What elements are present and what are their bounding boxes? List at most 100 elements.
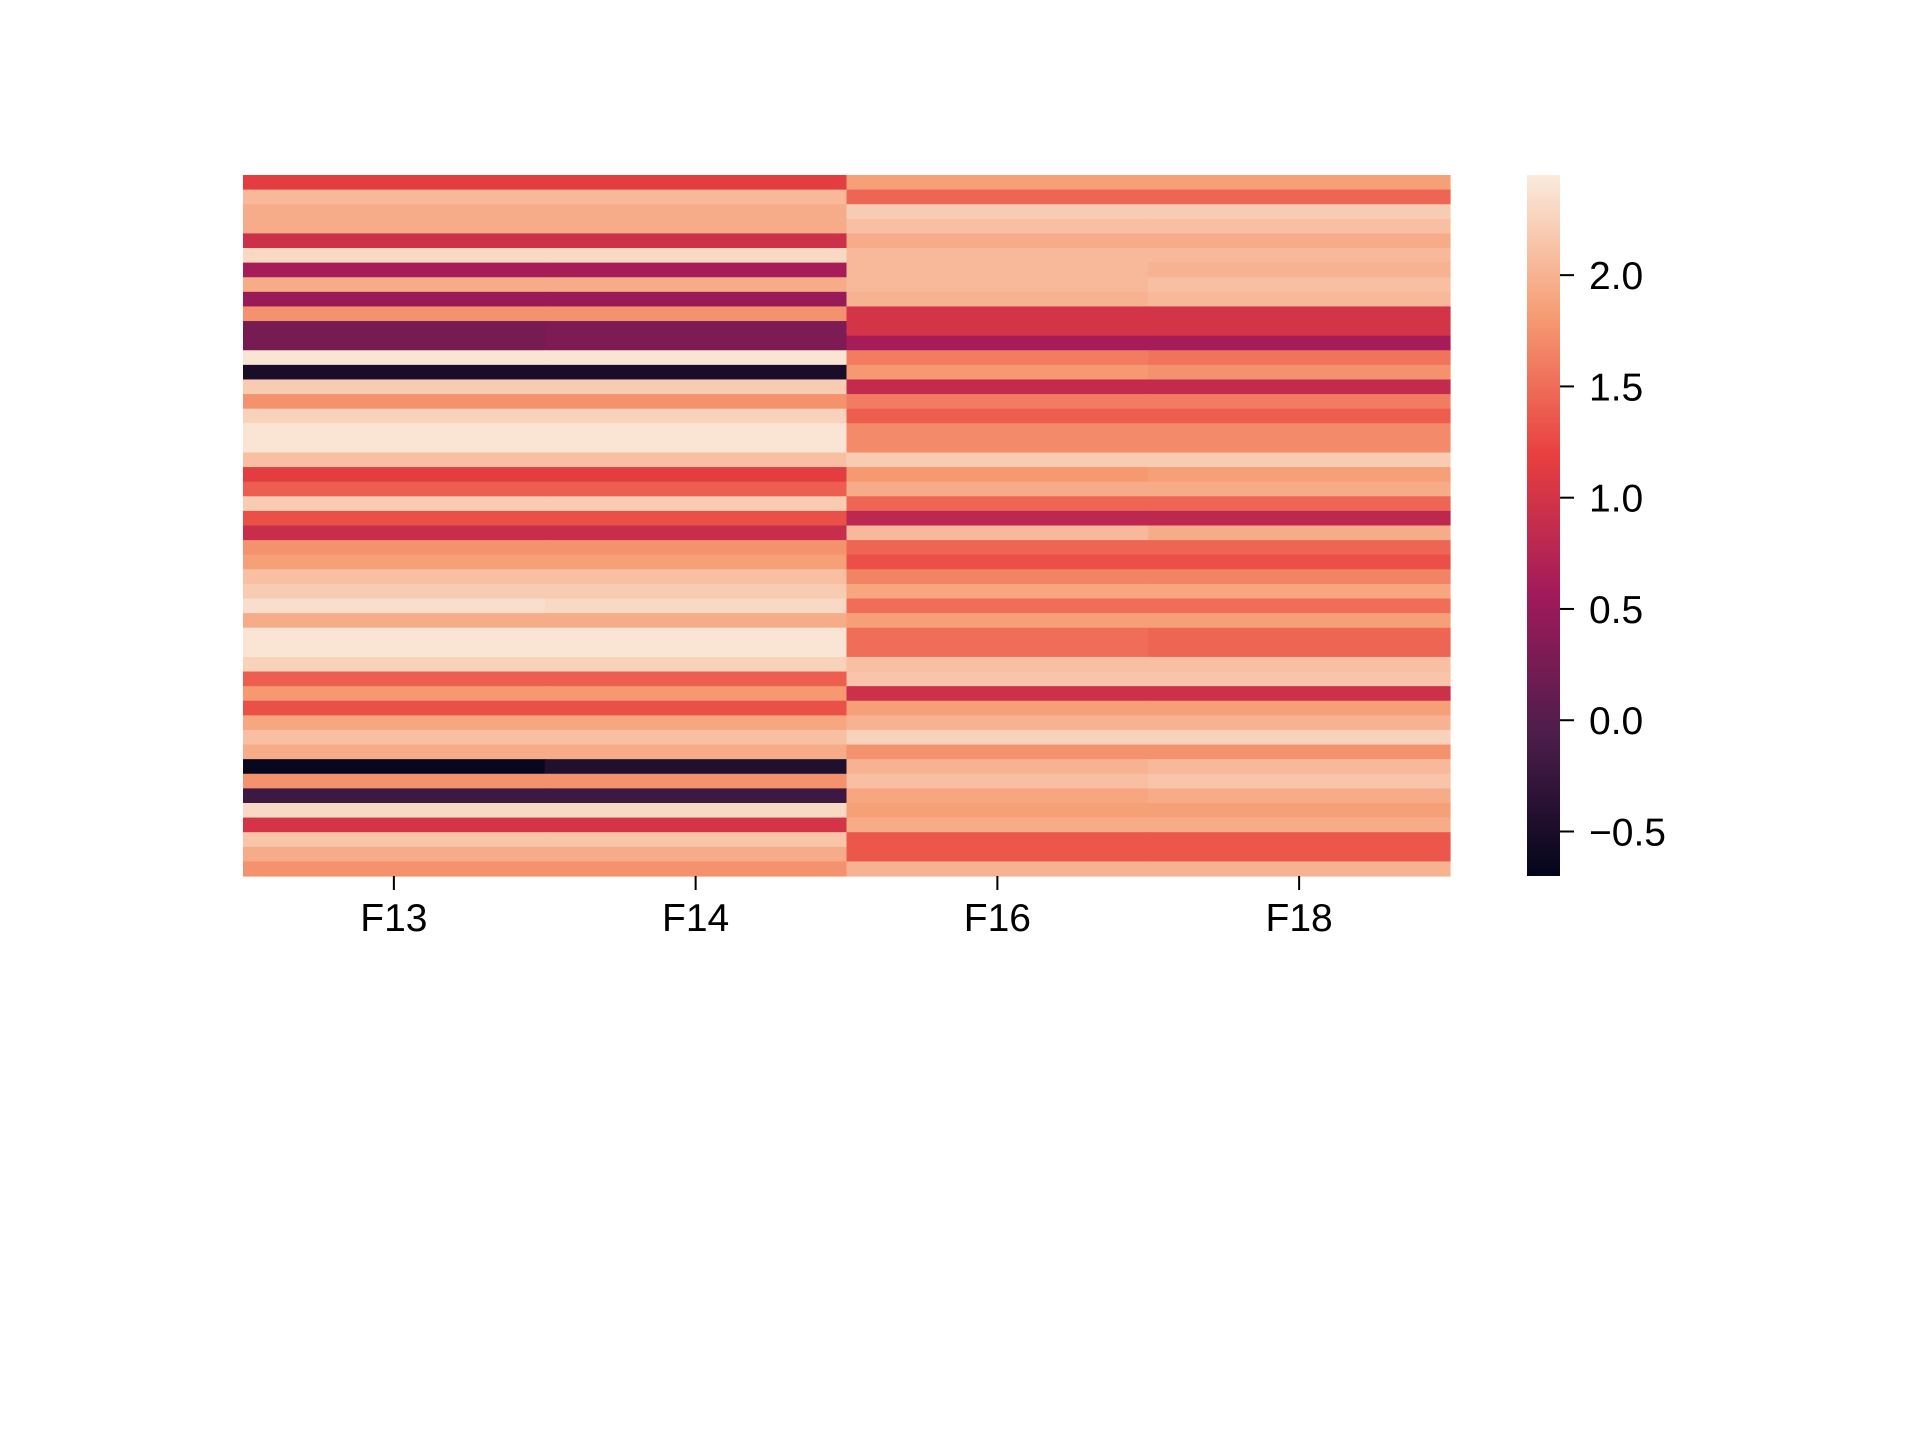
- heatmap-cell: [846, 467, 1149, 483]
- heatmap-cell: [243, 715, 546, 731]
- heatmap-cell: [243, 321, 546, 337]
- heatmap-cell: [846, 832, 1149, 848]
- heatmap-cell: [544, 613, 848, 629]
- heatmap-cell: [544, 729, 848, 746]
- heatmap-cell: [1148, 233, 1451, 249]
- heatmap-cell: [544, 788, 848, 804]
- heatmap-cell: [243, 832, 546, 848]
- heatmap-cell: [846, 613, 1149, 629]
- heatmap-cell: [1148, 189, 1451, 205]
- heatmap-cell: [846, 583, 1149, 600]
- heatmap-cell: [1148, 408, 1451, 424]
- heatmap-cell: [1148, 613, 1451, 629]
- heatmap-cell: [243, 540, 546, 556]
- colorbar-tick-label: 0.0: [1589, 700, 1643, 743]
- heatmap-cell: [544, 423, 848, 439]
- heatmap-cell: [544, 394, 848, 410]
- heatmap-cell: [544, 379, 848, 395]
- heatmap-cell: [544, 715, 848, 731]
- colorbar-gradient: [1527, 175, 1560, 876]
- heatmap-cell: [1148, 846, 1451, 862]
- heatmap-cell: [243, 671, 546, 687]
- heatmap-cell: [544, 802, 848, 819]
- heatmap-cell: [544, 262, 848, 278]
- heatmap-cell: [1148, 540, 1451, 556]
- heatmap-cell: [1148, 481, 1451, 497]
- heatmap-cell: [243, 569, 546, 585]
- heatmap-cell: [243, 204, 546, 220]
- heatmap-cell: [243, 656, 546, 673]
- colorbar-ticks: −0.5 0.0 0.5 1.0 1.5 2.0: [1560, 255, 1666, 854]
- heatmap-cell: [1148, 510, 1451, 527]
- heatmap-cell: [846, 846, 1149, 862]
- heatmap-cell: [544, 175, 848, 191]
- heatmap-cell: [544, 277, 848, 293]
- heatmap-cell: [544, 291, 848, 308]
- heatmap-cell: [1148, 335, 1451, 351]
- heatmap-cell: [243, 613, 546, 629]
- heatmap-cell: [243, 408, 546, 424]
- heatmap-cell: [846, 364, 1149, 381]
- heatmap-cell: [1148, 729, 1451, 746]
- heatmap-cell: [846, 817, 1149, 833]
- heatmap-cell: [544, 598, 848, 614]
- heatmap-cell: [846, 277, 1149, 293]
- heatmap-cell: [1148, 554, 1451, 570]
- heatmap-cell: [243, 262, 546, 278]
- heatmap-cell: [544, 233, 848, 249]
- heatmap-cell: [544, 248, 848, 264]
- heatmap-cell: [243, 248, 546, 264]
- heatmap-cell: [243, 802, 546, 819]
- heatmap-cell: [1148, 277, 1451, 293]
- heatmap-cell: [846, 306, 1149, 322]
- heatmap-cell: [243, 773, 546, 789]
- heatmap-cell: [243, 467, 546, 483]
- heatmap-cell: [243, 175, 546, 191]
- heatmap-cell: [243, 686, 546, 702]
- heatmap-cell: [243, 189, 546, 205]
- heatmap-cell: [544, 218, 848, 235]
- heatmap-cell: [544, 321, 848, 337]
- x-axis: F13 F14 F16 F18: [360, 876, 1333, 940]
- heatmap-cell: [846, 175, 1149, 191]
- heatmap-cell: [544, 583, 848, 600]
- heatmap-cell: [846, 262, 1149, 278]
- heatmap-cell: [846, 350, 1149, 366]
- heatmap-cell: [243, 291, 546, 308]
- heatmap-cell: [846, 233, 1149, 249]
- colorbar-tick-label: 1.0: [1589, 478, 1643, 521]
- heatmap-cell: [1148, 832, 1451, 848]
- heatmap-cell: [846, 437, 1149, 454]
- heatmap-cell: [846, 525, 1149, 541]
- heatmap-cell: [1148, 744, 1451, 760]
- colorbar: −0.5 0.0 0.5 1.0 1.5 2.0: [1527, 175, 1666, 876]
- heatmap-cell: [243, 627, 546, 643]
- heatmap-cell: [544, 759, 848, 775]
- heatmap-cell: [846, 408, 1149, 424]
- heatmap-cell: [846, 481, 1149, 497]
- heatmap-cell: [1148, 525, 1451, 541]
- heatmap-cell: [544, 569, 848, 585]
- heatmap-cell: [1148, 671, 1451, 687]
- heatmap-cell: [1148, 642, 1451, 658]
- heatmap-cell: [1148, 656, 1451, 673]
- heatmap-cell: [544, 817, 848, 833]
- heatmap-cell: [243, 218, 546, 235]
- heatmap-cell: [846, 291, 1149, 308]
- heatmap-cell: [544, 540, 848, 556]
- heatmap-cell: [544, 700, 848, 716]
- heatmap-cell: [243, 437, 546, 454]
- heatmap-cell: [846, 700, 1149, 716]
- heatmap-cell: [243, 350, 546, 366]
- heatmap-cell: [846, 423, 1149, 439]
- heatmap-cell: [1148, 627, 1451, 643]
- heatmap-cell: [243, 817, 546, 833]
- heatmap-cell: [243, 700, 546, 716]
- heatmap-cell: [243, 481, 546, 497]
- heatmap-cell: [544, 627, 848, 643]
- heatmap-cell: [243, 759, 546, 775]
- heatmap-cell: [544, 189, 848, 205]
- heatmap-cell: [1148, 394, 1451, 410]
- x-tick-label: F18: [1266, 897, 1333, 940]
